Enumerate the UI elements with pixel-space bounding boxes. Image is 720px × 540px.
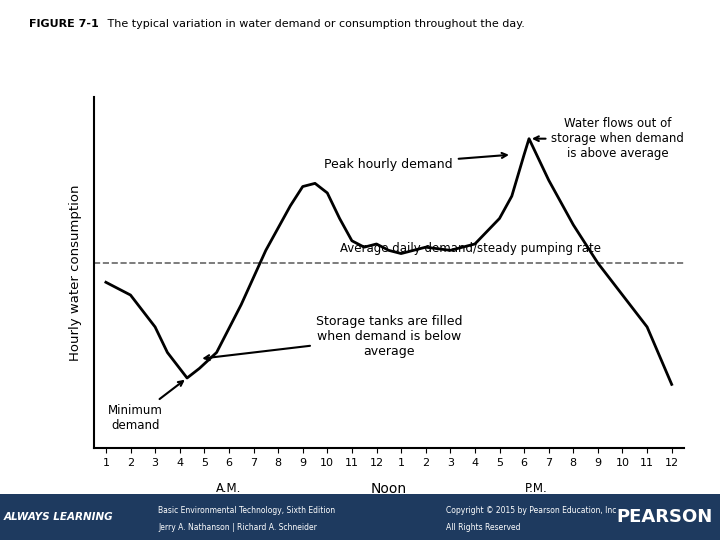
Text: Peak hourly demand: Peak hourly demand [325, 153, 507, 171]
Text: P.M.: P.M. [525, 482, 548, 495]
Text: Storage tanks are filled
when demand is below
average: Storage tanks are filled when demand is … [204, 315, 462, 360]
Text: All Rights Reserved: All Rights Reserved [446, 523, 521, 532]
Text: ALWAYS LEARNING: ALWAYS LEARNING [4, 512, 113, 522]
Text: Noon: Noon [371, 482, 407, 496]
Text: Water flows out of
storage when demand
is above average: Water flows out of storage when demand i… [534, 117, 684, 160]
Text: FIGURE 7-1: FIGURE 7-1 [29, 19, 99, 29]
Text: Average daily demand/steady pumping rate: Average daily demand/steady pumping rate [340, 242, 600, 255]
Text: Copyright © 2015 by Pearson Education, Inc: Copyright © 2015 by Pearson Education, I… [446, 505, 617, 515]
Y-axis label: Hourly water consumption: Hourly water consumption [70, 185, 83, 361]
Text: A.M.: A.M. [216, 482, 242, 495]
Text: The typical variation in water demand or consumption throughout the day.: The typical variation in water demand or… [97, 19, 525, 29]
Text: Basic Environmental Technology, Sixth Edition: Basic Environmental Technology, Sixth Ed… [158, 505, 336, 515]
X-axis label: Time of day: Time of day [348, 498, 430, 512]
Text: PEARSON: PEARSON [616, 508, 713, 526]
Text: Minimum
demand: Minimum demand [108, 381, 183, 431]
Text: Jerry A. Nathanson | Richard A. Schneider: Jerry A. Nathanson | Richard A. Schneide… [158, 523, 318, 532]
